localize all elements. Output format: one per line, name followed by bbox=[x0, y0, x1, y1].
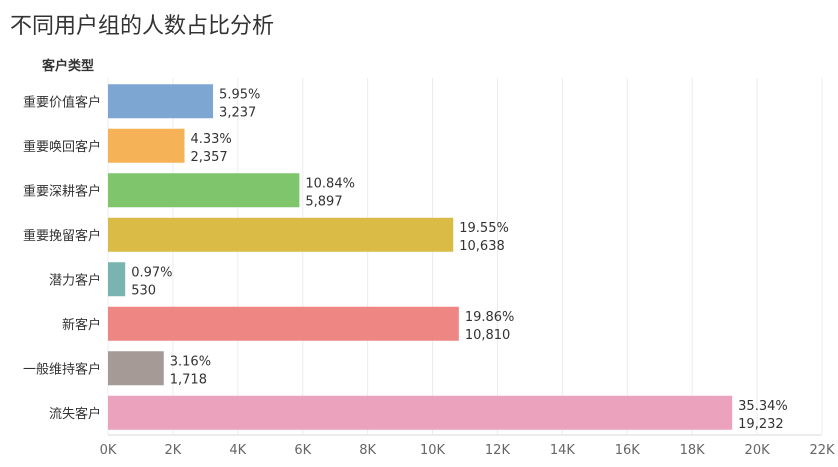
bar bbox=[108, 262, 126, 297]
x-tick-label: 14K bbox=[550, 443, 576, 458]
percent-label: 19.86% bbox=[465, 310, 515, 325]
x-tick-label: 4K bbox=[229, 443, 246, 458]
bar bbox=[108, 173, 300, 208]
category-header: 客户类型 bbox=[42, 58, 94, 74]
x-tick-label: 20K bbox=[745, 443, 771, 458]
value-label: 530 bbox=[131, 283, 156, 298]
bar bbox=[108, 84, 214, 119]
category-label: 重要深耕客户 bbox=[23, 183, 101, 199]
percent-label: 19.55% bbox=[459, 221, 509, 236]
category-label: 流失客户 bbox=[49, 406, 101, 422]
x-tick-label: 0K bbox=[100, 443, 117, 458]
percent-label: 5.95% bbox=[219, 87, 260, 102]
x-tick-label: 16K bbox=[615, 443, 641, 458]
category-label: 重要价值客户 bbox=[23, 94, 101, 110]
x-tick-label: 8K bbox=[359, 443, 376, 458]
x-tick-label: 10K bbox=[420, 443, 446, 458]
bar bbox=[108, 351, 164, 386]
x-tick-label: 2K bbox=[165, 443, 182, 458]
grid-lines bbox=[107, 78, 823, 434]
bars bbox=[108, 84, 733, 430]
value-label: 2,357 bbox=[190, 150, 227, 165]
value-label: 5,897 bbox=[305, 194, 342, 209]
percent-label: 4.33% bbox=[190, 132, 231, 147]
category-label: 潜力客户 bbox=[49, 272, 101, 288]
value-label: 19,232 bbox=[738, 417, 784, 432]
value-label: 10,638 bbox=[459, 239, 505, 254]
x-tick-label: 12K bbox=[485, 443, 511, 458]
percent-label: 35.34% bbox=[738, 399, 788, 414]
x-axis: 0K 2K 4K 6K 8K 10K 12K 14K 16K 18K 20K 22K bbox=[100, 434, 835, 458]
bar bbox=[108, 128, 185, 163]
x-tick-label: 6K bbox=[294, 443, 311, 458]
value-label: 3,237 bbox=[219, 105, 256, 120]
category-label: 一般维持客户 bbox=[23, 361, 101, 377]
x-tick-label: 22K bbox=[809, 443, 835, 458]
category-label: 新客户 bbox=[62, 317, 101, 333]
percent-label: 0.97% bbox=[131, 265, 172, 280]
category-label: 重要挽留客户 bbox=[23, 228, 101, 244]
value-label: 10,810 bbox=[465, 328, 511, 343]
percent-label: 3.16% bbox=[170, 354, 211, 369]
bar bbox=[108, 306, 459, 341]
percent-label: 10.84% bbox=[305, 176, 355, 191]
labels: 重要价值客户 5.95% 3,237 重要唤回客户 4.33% 2,357 重要深耕客户 10… bbox=[23, 87, 788, 432]
x-tick-label: 18K bbox=[680, 443, 706, 458]
bar bbox=[108, 217, 454, 252]
chart-title: 不同用户组的人数占比分析 bbox=[10, 14, 275, 39]
bar bbox=[108, 395, 733, 430]
category-label: 重要唤回客户 bbox=[23, 139, 101, 155]
value-label: 1,718 bbox=[170, 372, 207, 387]
